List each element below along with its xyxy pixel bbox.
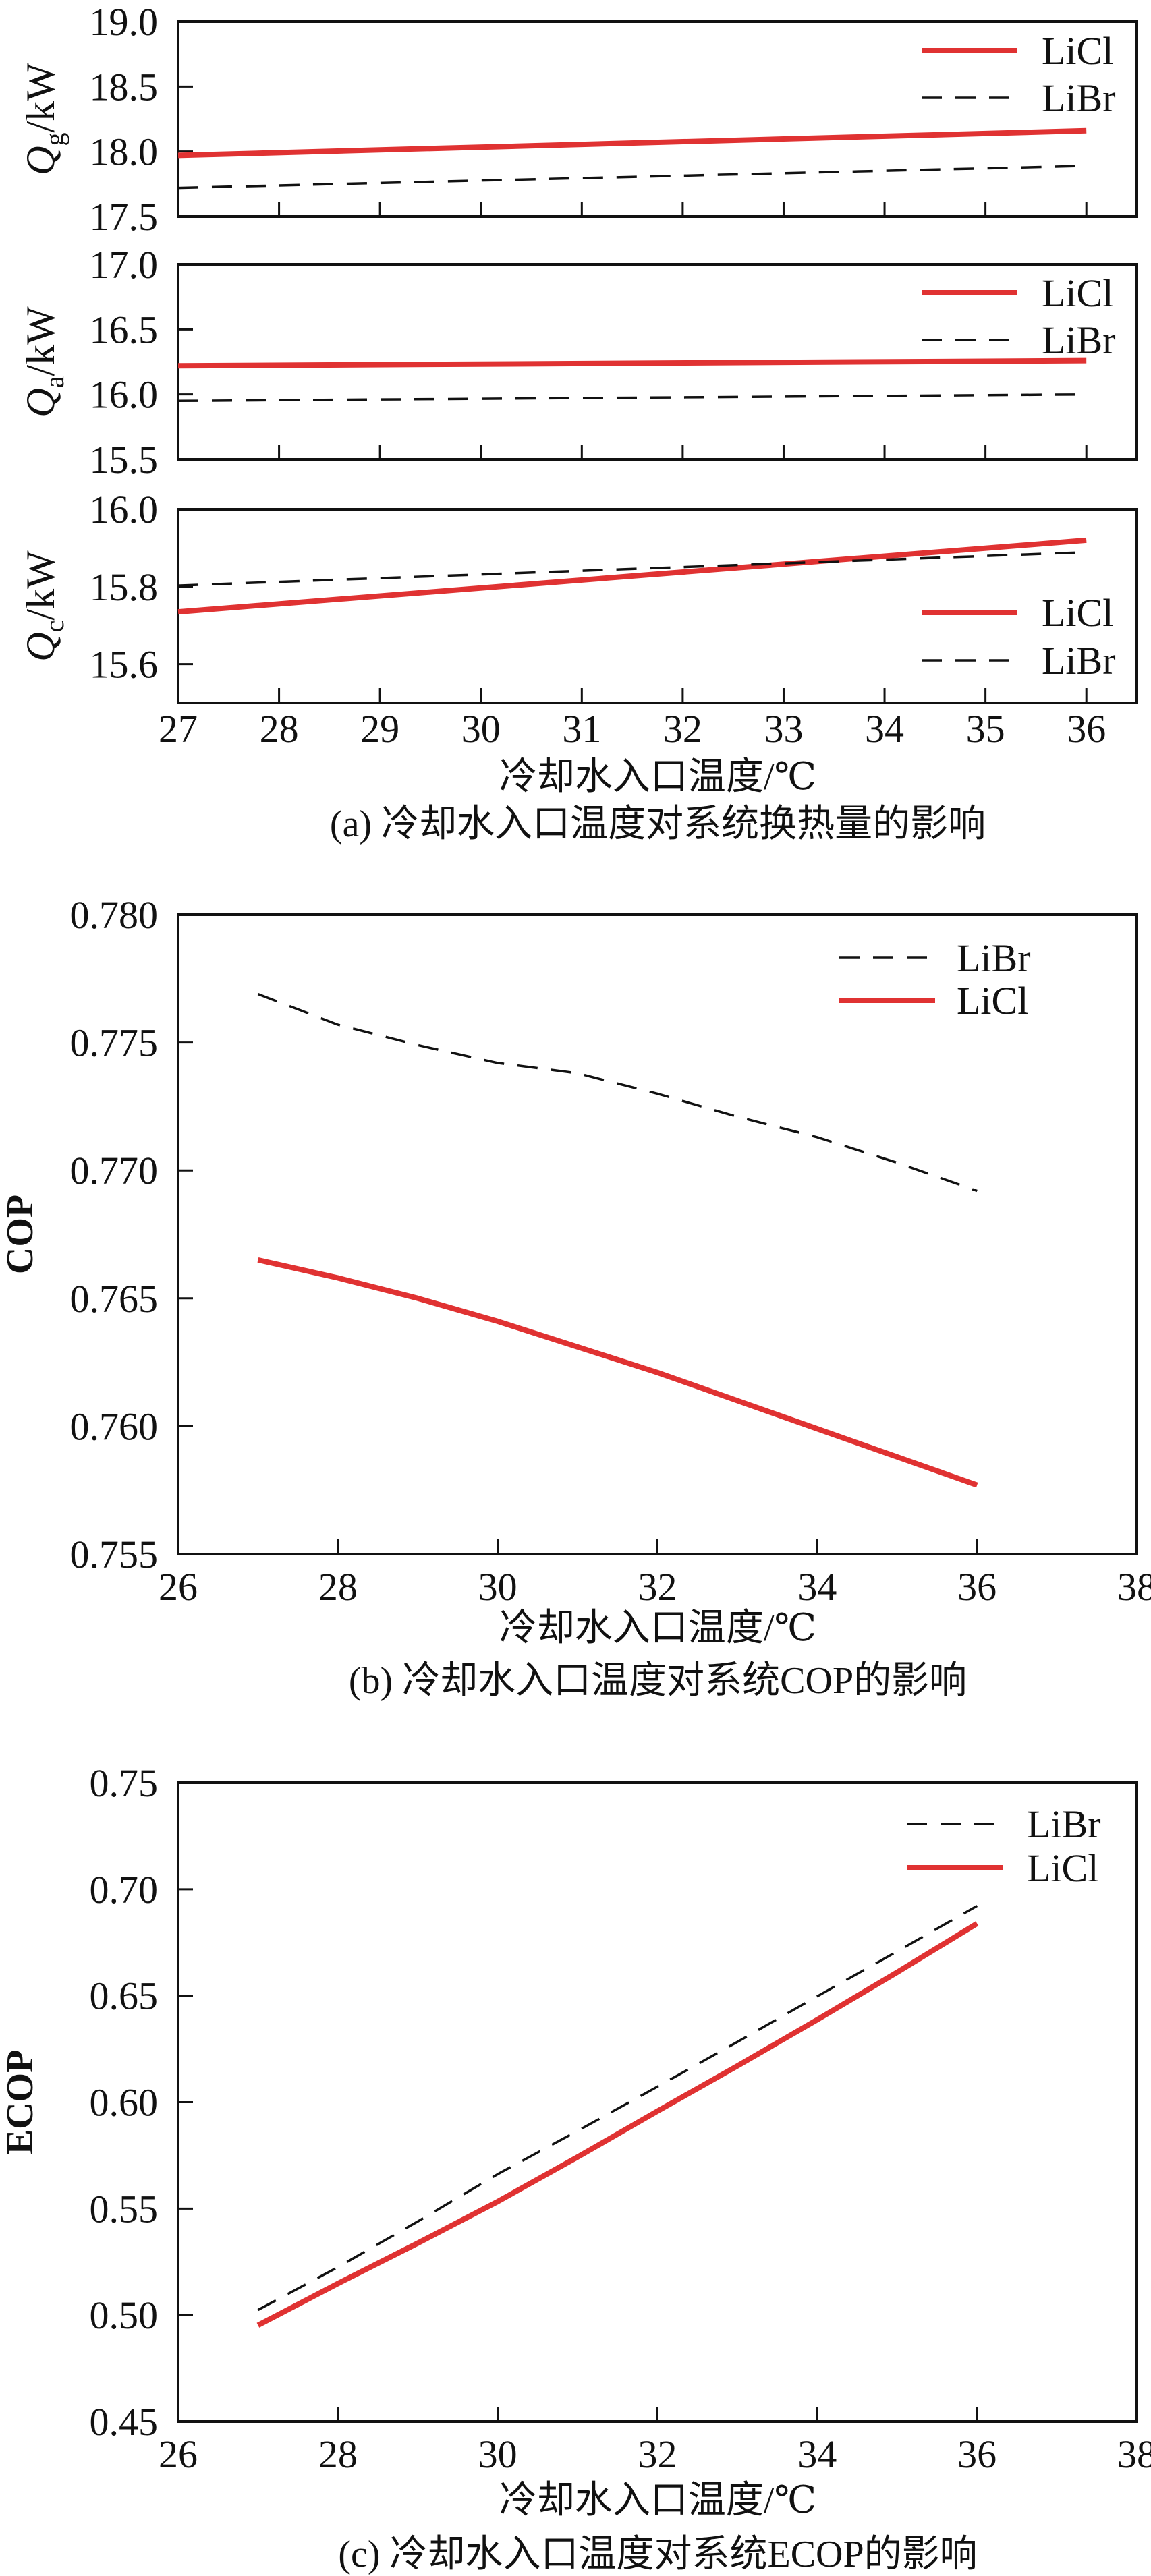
panel-b-xlabel: 冷却水入口温度/℃ [499,1607,816,1649]
x-tick-label: 36 [957,1565,996,1609]
panel-c-caption: (c) 冷却水入口温度对系统ECOP的影响 [338,2534,977,2575]
legend-label-licl: LiCl [1042,271,1113,315]
y-tick-label: 0.70 [90,1868,159,1912]
x-tick-label: 32 [638,1565,677,1609]
series-line-libr [177,550,1087,587]
x-tick-label: 28 [318,2432,358,2476]
x-tick-label: 30 [478,1565,517,1609]
series-line-licl [177,127,1087,159]
legend-label-libr: LiBr [1027,1802,1101,1846]
y-label-symbol: Q [18,632,63,661]
legend-label-licl: LiCl [1027,1846,1098,1890]
y-tick-label: 17.0 [90,243,159,287]
y-tick-label: 16.5 [90,308,159,351]
x-tick-label: 28 [318,1565,358,1609]
y-tick-label: 0.770 [70,1149,159,1193]
x-tick-label: 36 [957,2432,996,2476]
series-line-libr [257,1904,978,2312]
plot-frame [177,508,1138,704]
x-tick-label: 26 [159,1565,198,1609]
x-tick-label: 34 [797,2432,837,2476]
x-tick-label: 30 [461,707,501,751]
x-tick-label: 35 [966,707,1005,751]
plot-frame [177,263,1138,461]
y-tick-label: 0.760 [70,1404,159,1448]
y-tick-label: 18.0 [90,130,159,174]
y-tick-label: 0.45 [90,2400,159,2444]
y-label-subscript: c [39,621,69,633]
series-line-libr [257,992,978,1193]
y-tick-label: 0.765 [70,1277,159,1321]
series-line-licl [177,537,1087,615]
x-tick-label: 33 [764,707,803,751]
y-tick-label: 0.755 [70,1533,159,1576]
chart-b: 26 28 30 32 34 36 38 0.755 0.760 0.765 0.770 0.775 0… [0,893,1151,1609]
y-label-symbol: Q [18,146,63,175]
x-tick-label: 34 [865,707,904,751]
y-tick-label: 0.780 [70,893,159,937]
y-tick-label: 15.8 [90,565,159,609]
chart-c: 26 28 30 32 34 36 38 0.45 0.50 0.55 0.60 0.65 0.70 0.… [0,1761,1151,2476]
legend-label-libr: LiBr [1042,318,1116,362]
x-tick-label: 27 [159,707,198,751]
series-line-libr [177,165,1087,190]
legend-label-libr: LiBr [1042,639,1116,683]
y-label-subscript: g [39,132,69,146]
panel-b-caption: (b) 冷却水入口温度对系统COP的影响 [349,1660,967,1702]
y-tick-label: 17.5 [90,195,159,239]
x-tick-label: 26 [159,2432,198,2476]
series-line-licl [257,1257,978,1488]
x-tick-label: 29 [360,707,399,751]
y-tick-label: 0.775 [70,1021,159,1065]
legend-label-licl: LiCl [1042,591,1113,635]
y-tick-label: 16.0 [90,373,159,417]
y-axis-label: Qg/kW [18,63,69,175]
x-tick-label: 34 [797,1565,837,1609]
y-axis-label: ECOP [0,2050,41,2155]
x-tick-label: 28 [260,707,299,751]
x-tick-label: 38 [1117,1565,1151,1609]
y-tick-label: 18.5 [90,65,159,109]
y-tick-label: 15.5 [90,438,159,482]
y-tick-label: 0.50 [90,2293,159,2337]
series-line-licl [256,1921,979,2328]
panel-a-caption: (a) 冷却水入口温度对系统换热量的影响 [330,803,986,845]
y-tick-label: 0.65 [90,1974,159,2018]
charts: 17.518.018.519.0Qg/kWLiClLiBr15.516.016.… [0,0,1151,2476]
legend-label-libr: LiBr [1042,76,1116,120]
y-tick-label: 15.6 [90,643,159,687]
series-line-libr [177,393,1087,403]
y-label-subscript: a [39,376,69,388]
y-axis-label: Qc/kW [18,550,69,662]
x-tick-label: 31 [562,707,601,751]
y-axis-label: Qa/kW [18,306,69,418]
legend-label-libr: LiBr [957,936,1031,980]
panel-c-xlabel: 冷却水入口温度/℃ [499,2480,816,2521]
plot-frame [177,20,1138,218]
x-tick-label: 30 [478,2432,517,2476]
legend-label-licl: LiCl [1042,29,1113,73]
series-line-licl [177,357,1087,369]
y-tick-label: 0.55 [90,2187,159,2231]
legend-label-licl: LiCl [957,979,1028,1023]
y-tick-label: 0.60 [90,2081,159,2125]
x-tick-label: 36 [1067,707,1106,751]
y-label-unit: /kW [18,550,63,621]
y-label-symbol: Q [18,388,63,417]
x-tick-label: 38 [1117,2432,1151,2476]
y-label-unit: /kW [18,306,63,376]
y-axis-label: COP [0,1195,41,1274]
panel-a-xlabel: 冷却水入口温度/℃ [499,756,816,798]
chart-a3: 27 28 29 30 31 32 33 34 35 36 15.6 15.8 16.0 Qc/kW LiC… [18,488,1138,751]
x-tick-label: 32 [638,2432,677,2476]
y-tick-label: 0.75 [90,1761,159,1805]
y-tick-label: 19.0 [90,0,159,44]
y-tick-label: 16.0 [90,488,159,532]
y-label-unit: /kW [18,63,63,133]
x-tick-label: 32 [663,707,702,751]
